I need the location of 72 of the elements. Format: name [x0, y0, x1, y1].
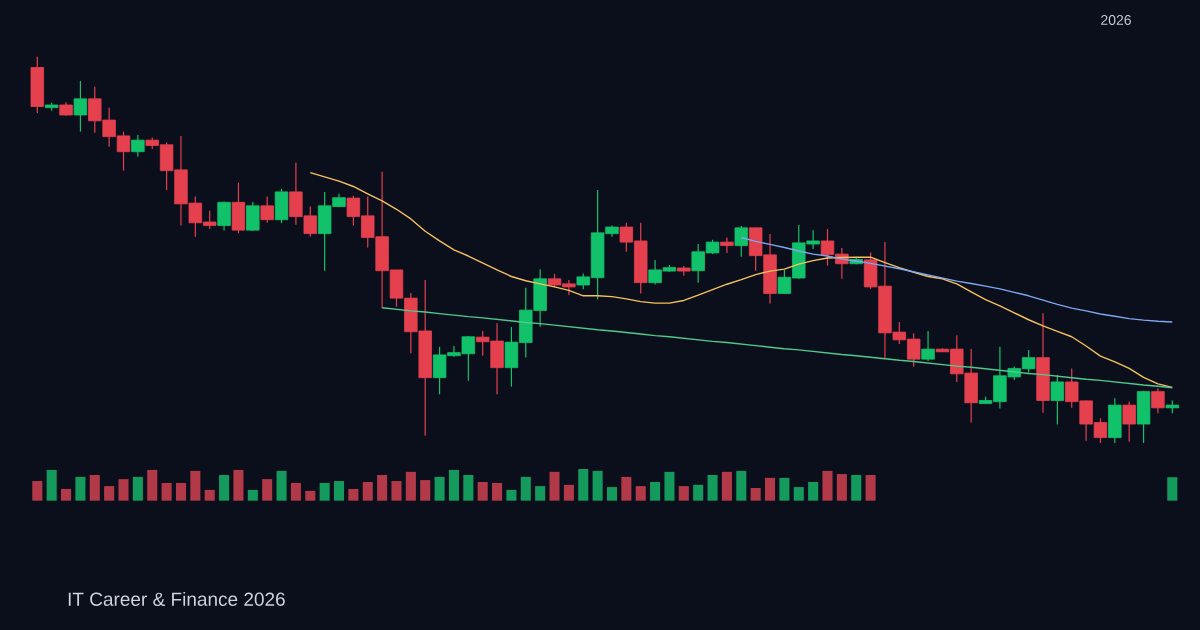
bar: [448, 469, 459, 501]
bar: [492, 482, 503, 501]
bar: [463, 475, 474, 501]
bar: [563, 484, 574, 501]
bar: [750, 488, 761, 501]
bar: [118, 479, 129, 501]
bar: [161, 482, 172, 501]
bar: [779, 477, 790, 501]
bar: [305, 490, 316, 501]
bar: [693, 484, 704, 501]
bar: [836, 474, 847, 501]
text: IT Career & Finance 2026: [68, 592, 285, 606]
bar: [721, 471, 732, 501]
bar: [736, 470, 747, 501]
bar: [233, 469, 244, 501]
bar: [362, 481, 373, 501]
bar: [793, 487, 804, 501]
candlestick: [1050, 374, 1065, 426]
bar: [262, 479, 273, 501]
bar: [765, 477, 776, 501]
candlestick: [131, 134, 145, 158]
bar: [391, 481, 402, 501]
bar: [477, 481, 488, 501]
bar: [89, 475, 100, 501]
bar: [549, 471, 560, 501]
candlestick: [1151, 387, 1165, 414]
candlestick: [73, 80, 88, 133]
bar: [348, 488, 359, 501]
bar: [865, 475, 876, 501]
bar: [46, 469, 57, 501]
bar: [247, 489, 258, 501]
bar: [61, 488, 72, 501]
bar: [290, 482, 301, 501]
candlestick: [720, 236, 734, 254]
bar: [650, 481, 661, 501]
bar: [204, 489, 215, 501]
bar: [621, 476, 632, 501]
bar: [664, 471, 675, 501]
bar: [333, 481, 345, 501]
bar: [276, 470, 287, 501]
bar: [678, 486, 689, 501]
bar: [592, 470, 603, 501]
bar: [1167, 477, 1178, 501]
bar: [578, 468, 589, 501]
bar: [377, 475, 388, 501]
bar: [319, 482, 330, 501]
bar: [635, 486, 646, 501]
candlestick: [734, 225, 749, 258]
bar: [520, 476, 531, 501]
bar: [190, 470, 201, 501]
bar: [851, 475, 862, 501]
bar: [707, 475, 718, 501]
candlestick: [1122, 401, 1136, 443]
candlestick: [921, 330, 935, 362]
bar: [506, 489, 517, 501]
bar: [808, 481, 819, 501]
bar: [535, 486, 546, 501]
bar: [822, 470, 833, 501]
bar: [606, 487, 618, 501]
bar: [219, 475, 230, 501]
bar: [175, 482, 186, 501]
bar: [32, 481, 43, 501]
bar: [132, 476, 143, 501]
bar: [104, 486, 115, 501]
bar: [434, 476, 445, 501]
bar: [75, 476, 86, 501]
text: 2026: [1101, 15, 1131, 25]
bar: [420, 480, 431, 501]
candlestick: [217, 200, 231, 232]
bar: [147, 469, 158, 501]
bar: [405, 471, 416, 501]
candlestick: [260, 195, 274, 224]
